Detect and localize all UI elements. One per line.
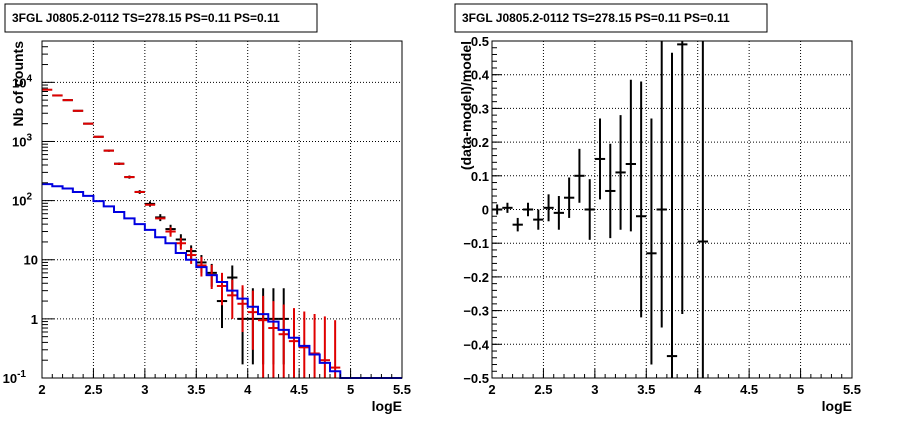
counts-x-tick-label: 3 <box>141 382 148 397</box>
counts-model-total-point <box>227 279 238 319</box>
counts-model-total-point <box>268 301 279 378</box>
counts-x-tick-label: 2.5 <box>84 382 102 397</box>
residual-data-point <box>564 177 575 218</box>
counts-series <box>42 88 402 379</box>
counts-model-component-step-line <box>42 183 402 379</box>
counts-y-axis-label: Nb of counts <box>10 41 26 127</box>
counts-y-tick-label: 10-1 <box>3 369 27 386</box>
counts-x-tick-label: 5 <box>347 382 354 397</box>
counts-y-tick-label: 104 <box>12 73 32 90</box>
residual-y-tick-label: 0.2 <box>471 135 489 150</box>
counts-y-tick-label: 103 <box>12 132 32 149</box>
residual-data-point <box>553 196 564 230</box>
residual-x-tick-label: 3 <box>591 382 598 397</box>
counts-model-total-point <box>165 227 176 237</box>
residual-data-point <box>594 118 606 200</box>
counts-y-tick-label: 10 <box>24 253 38 268</box>
residual-data-point <box>646 118 657 365</box>
residual-x-tick-label: 4 <box>694 382 702 397</box>
counts-model-total-point <box>330 320 341 378</box>
residual-data-point <box>584 179 595 240</box>
residual-data-point <box>677 41 688 314</box>
counts-x-tick-label: 3.5 <box>187 382 205 397</box>
residual-data-point <box>625 79 636 232</box>
residual-data-point <box>656 41 667 328</box>
counts-title-box <box>4 3 318 33</box>
residual-y-tick-label: −0.1 <box>463 236 489 251</box>
residual-x-axis-label: logE <box>822 398 852 414</box>
counts-model-total-point <box>175 237 186 250</box>
counts-ticks: 2 2.5 3 3.5 4 4.5 5 5.5 10-1 1 10 102 103 104 <box>3 46 411 397</box>
residual-data-point <box>574 148 585 203</box>
residual-y-tick-label: 0 <box>482 203 489 218</box>
residual-data-point <box>543 194 554 222</box>
counts-model-total-point <box>258 295 269 378</box>
residual-series <box>492 41 708 378</box>
residual-data-point <box>512 217 523 232</box>
counts-model-total-point <box>237 285 248 332</box>
residual-x-tick-label: 5.5 <box>843 382 861 397</box>
residual-data-point <box>697 41 708 378</box>
residual-y-tick-label: −0.5 <box>463 371 489 386</box>
residual-x-tick-label: 3.5 <box>637 382 655 397</box>
counts-model-total-point <box>299 311 310 378</box>
residual-title: 3FGL J0805.2-0112 TS=278.15 PS=0.11 PS=0… <box>462 11 730 25</box>
residual-data-point <box>615 115 626 230</box>
counts-x-tick-label: 4 <box>244 382 252 397</box>
residual-y-tick-label: 0.1 <box>471 169 489 184</box>
residual-x-tick-label: 4.5 <box>740 382 758 397</box>
residual-x-tick-label: 2 <box>488 382 495 397</box>
counts-x-tick-label: 4.5 <box>290 382 308 397</box>
counts-x-tick-label: 5.5 <box>393 382 411 397</box>
residual-y-tick-label: −0.2 <box>463 270 489 285</box>
residual-y-tick-label: 0.4 <box>471 68 490 83</box>
counts-model-total-point <box>206 264 217 289</box>
counts-title: 3FGL J0805.2-0112 TS=278.15 PS=0.11 PS=0… <box>12 11 280 25</box>
residual-ticks: 2 2.5 3 3.5 4 4.5 5 5.5 −0.5 −0.4 −0.3 −0.2 −0.1 0 0.1… <box>463 34 861 397</box>
counts-model-total-point <box>278 304 289 378</box>
counts-x-tick-label: 2 <box>38 382 45 397</box>
residual-data-point <box>666 52 678 378</box>
residual-x-tick-label: 5 <box>797 382 804 397</box>
counts-model-total-point <box>319 316 330 378</box>
counts-model-total-point <box>288 308 300 378</box>
residual-y-tick-label: 0.3 <box>471 101 489 116</box>
residual-data-point <box>636 81 647 318</box>
counts-x-axis-label: logE <box>372 398 402 414</box>
residual-y-tick-label: 0.5 <box>471 34 489 49</box>
residual-title-box <box>454 3 768 33</box>
residual-data-point <box>605 143 616 239</box>
counts-y-tick-label: 1 <box>31 312 38 327</box>
residual-panel: 3FGL J0805.2-0112 TS=278.15 PS=0.11 PS=0… <box>454 3 861 414</box>
counts-panel: 3FGL J0805.2-0112 TS=278.15 PS=0.11 PS=0… <box>3 3 411 414</box>
residual-data-point <box>533 209 544 230</box>
counts-model-total-point <box>216 272 228 306</box>
counts-model-total-point <box>309 313 320 378</box>
residual-y-axis-label: (data-model)/model <box>458 41 474 170</box>
counts-y-tick-label: 102 <box>12 192 32 209</box>
residual-data-point <box>502 202 513 213</box>
counts-model-total-point <box>186 247 197 264</box>
residual-x-tick-label: 2.5 <box>534 382 552 397</box>
counts-model-total-point <box>247 290 258 350</box>
residual-data-point <box>522 202 534 217</box>
residual-y-tick-label: −0.4 <box>463 337 489 352</box>
residual-y-tick-label: −0.3 <box>463 304 489 319</box>
